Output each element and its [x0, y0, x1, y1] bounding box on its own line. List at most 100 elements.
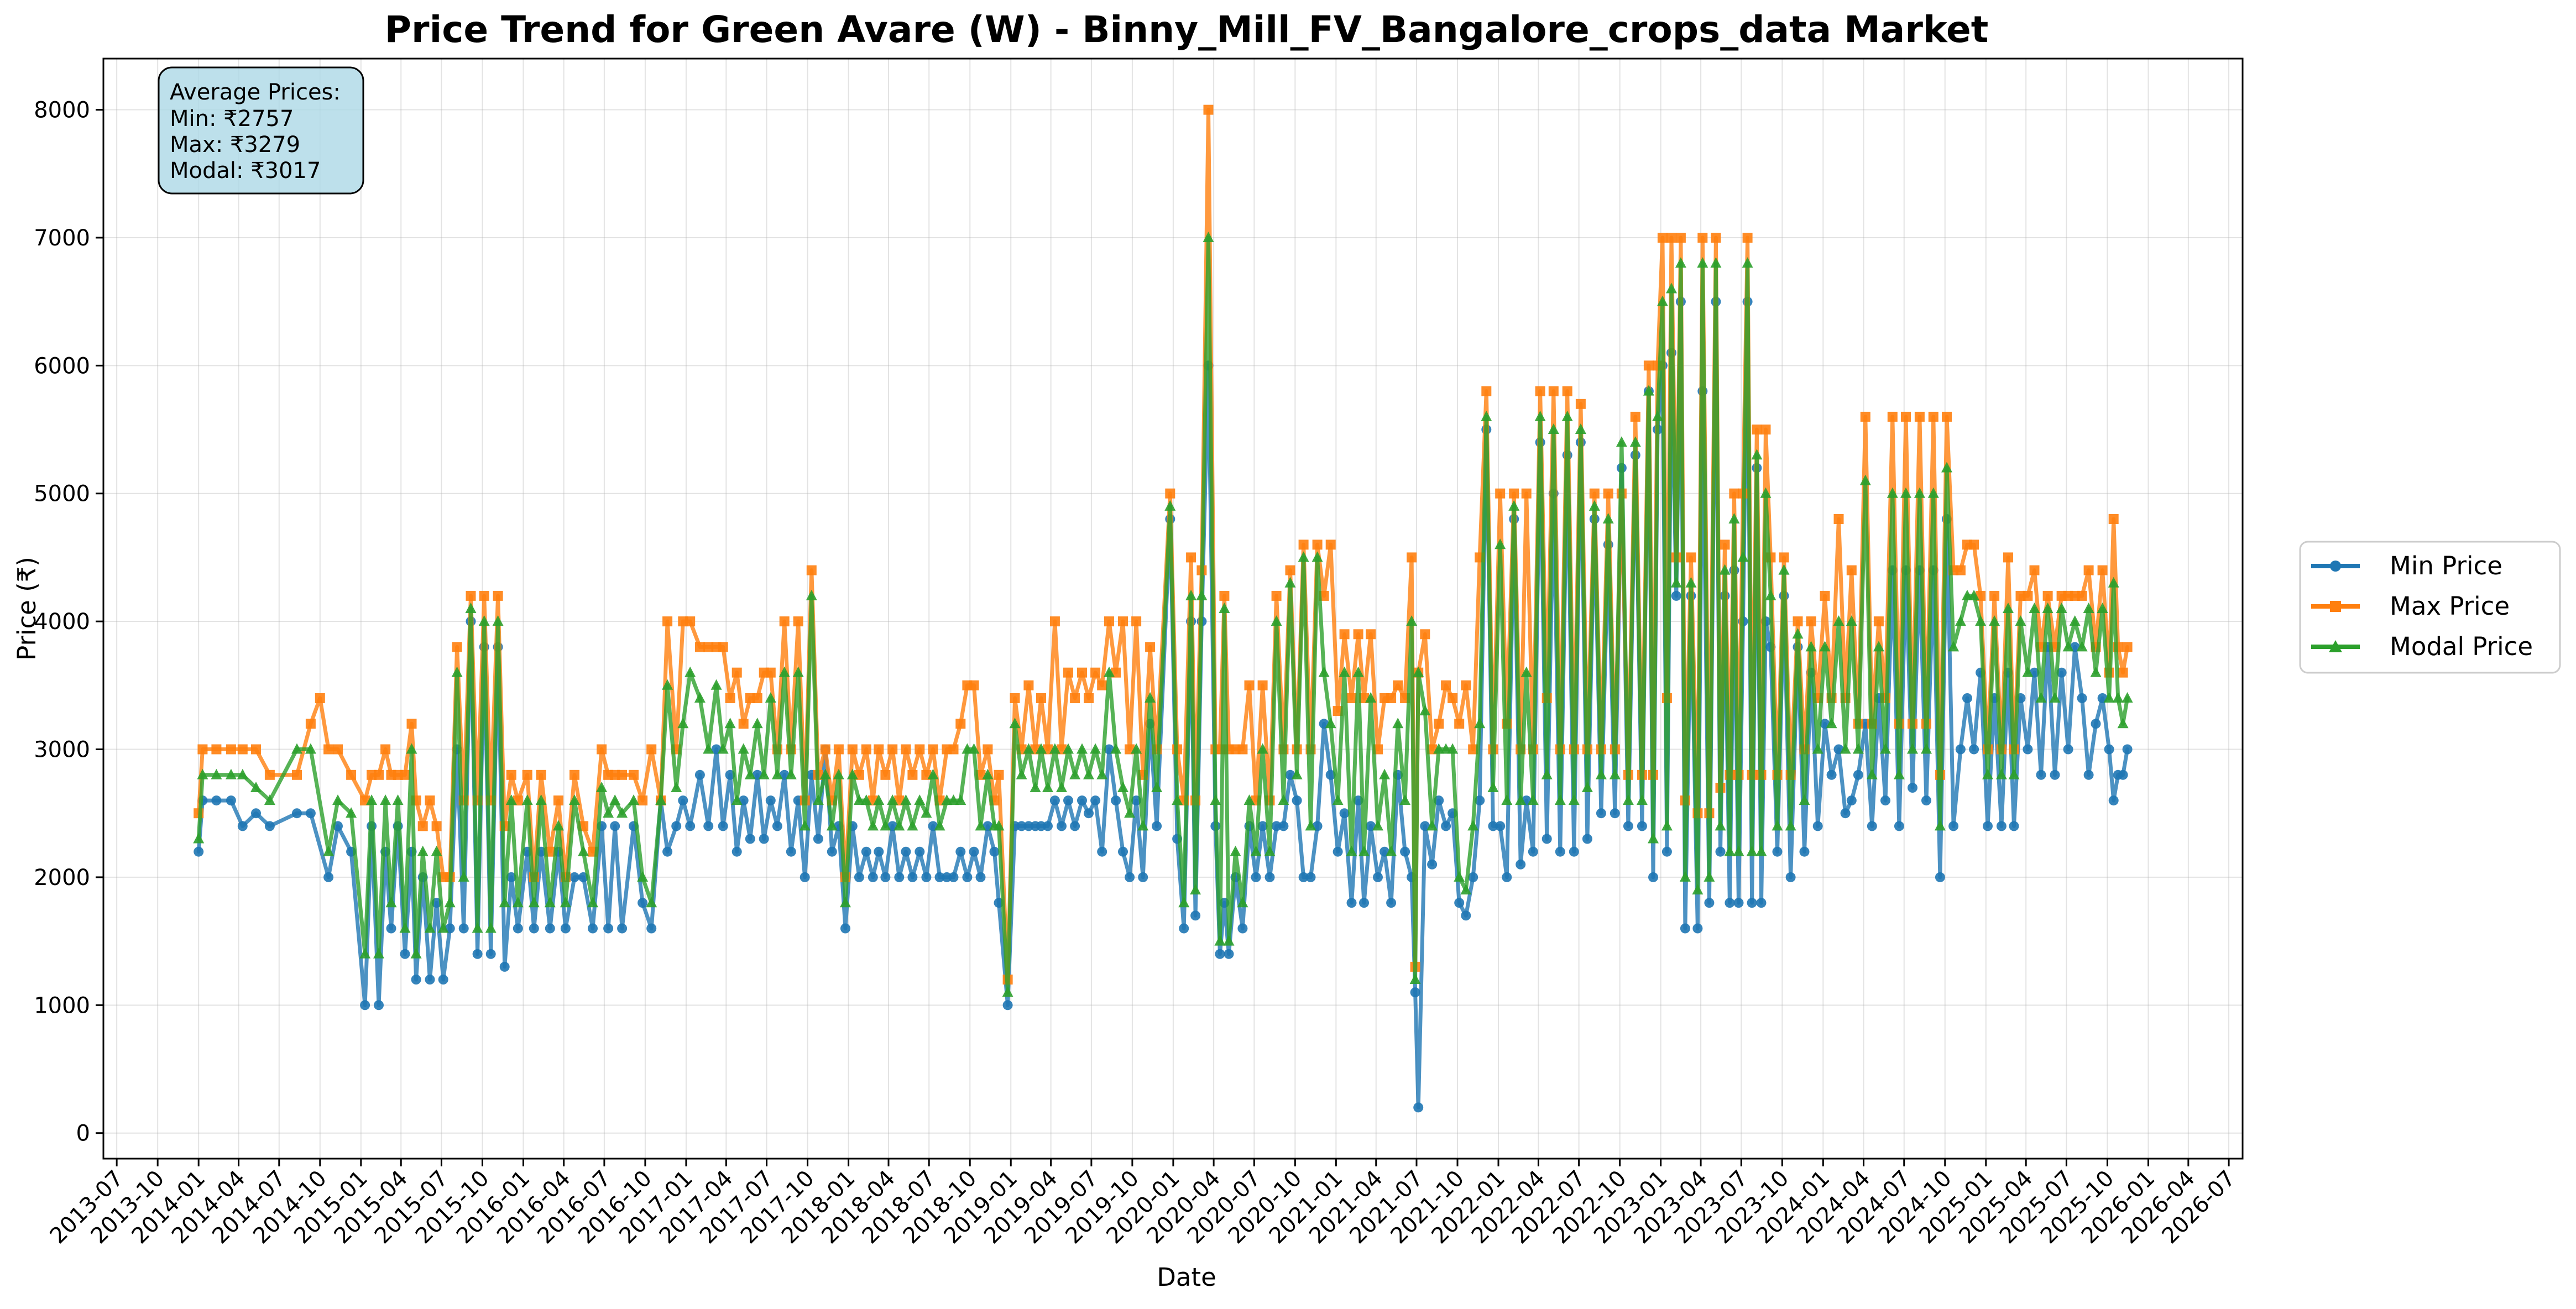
data-point-min	[211, 795, 222, 806]
data-point-min	[529, 923, 539, 934]
data-point-modal	[1840, 743, 1851, 754]
data-point-modal	[237, 768, 248, 779]
data-point-modal	[197, 768, 208, 779]
data-point-modal	[492, 615, 504, 626]
data-point-min	[2036, 769, 2046, 780]
data-point-modal	[410, 947, 422, 959]
data-point-modal	[1083, 768, 1094, 779]
data-point-min	[1704, 898, 1715, 908]
data-point-modal	[264, 794, 275, 805]
data-point-min	[1955, 744, 1966, 755]
data-point-modal	[1104, 666, 1115, 677]
data-point-max	[1097, 680, 1107, 690]
data-point-modal	[1755, 845, 1767, 856]
data-point-max	[629, 769, 639, 780]
data-point-min	[1125, 872, 1135, 882]
data-point-modal	[1657, 295, 1668, 306]
data-point-min	[569, 872, 579, 882]
data-point-max	[765, 667, 776, 678]
data-point-modal	[1257, 743, 1268, 754]
data-point-max	[1346, 693, 1357, 703]
data-point-max	[264, 769, 275, 780]
data-point-modal	[677, 718, 689, 729]
data-point-modal	[1358, 845, 1370, 856]
data-point-modal	[485, 922, 497, 933]
data-point-min	[1215, 949, 1225, 959]
data-point-min	[1224, 949, 1234, 959]
data-point-min	[1179, 923, 1189, 934]
data-point-min	[1555, 846, 1565, 857]
data-point-modal	[2112, 692, 2124, 703]
data-point-min	[1070, 821, 1080, 831]
data-point-min	[1292, 795, 1302, 806]
data-point-modal	[2042, 603, 2054, 613]
data-point-max	[1271, 590, 1282, 601]
data-point-max	[1686, 552, 1696, 563]
data-point-min	[2083, 769, 2094, 780]
data-point-min	[1948, 821, 1959, 831]
data-point-modal	[1460, 884, 1472, 895]
data-point-min	[1661, 846, 1672, 857]
data-point-min	[1772, 846, 1783, 857]
data-point-min	[603, 923, 614, 934]
data-point-modal	[812, 794, 824, 805]
data-point-modal	[880, 820, 891, 831]
data-point-max	[1203, 104, 1214, 115]
data-point-modal	[1386, 845, 1397, 856]
data-point-min	[2108, 795, 2119, 806]
data-point-min	[800, 872, 810, 882]
data-point-modal	[799, 820, 811, 831]
legend-frame	[2299, 541, 2561, 674]
data-point-modal	[1941, 462, 1952, 473]
legend-label-min: Min Price	[2390, 551, 2502, 580]
y-tick-label: 3000	[34, 737, 90, 763]
data-point-min	[975, 872, 986, 882]
data-point-modal	[694, 692, 706, 703]
data-point-modal	[1214, 935, 1226, 946]
data-point-max	[1454, 719, 1465, 729]
data-point-modal	[847, 768, 858, 779]
data-point-max	[638, 795, 648, 806]
data-point-modal	[1648, 832, 1659, 844]
y-tick-label: 4000	[34, 609, 90, 635]
data-point-modal	[2022, 666, 2034, 677]
data-point-max	[718, 642, 728, 652]
data-point-modal	[544, 897, 556, 908]
data-point-modal	[975, 820, 986, 831]
data-point-min	[1077, 795, 1087, 806]
data-point-max	[493, 590, 503, 601]
data-point-modal	[1305, 820, 1316, 831]
data-point-max	[1955, 565, 1966, 575]
data-point-max	[1049, 616, 1060, 627]
data-point-max	[1070, 693, 1080, 703]
data-point-min	[1637, 821, 1647, 831]
data-point-modal	[521, 794, 533, 805]
data-point-modal	[1921, 743, 1932, 754]
data-point-max	[1928, 411, 1938, 422]
data-point-max	[928, 744, 938, 755]
data-point-modal	[1685, 577, 1697, 588]
data-point-modal	[826, 820, 838, 831]
data-point-max	[1145, 642, 1156, 652]
data-point-min	[237, 821, 248, 831]
data-point-modal	[1989, 615, 2000, 626]
data-point-min	[685, 821, 696, 831]
average-prices-box-bg	[158, 66, 364, 195]
data-point-modal	[1785, 820, 1796, 831]
data-point-max	[833, 744, 844, 755]
data-point-min	[1278, 821, 1289, 831]
data-point-modal	[1481, 410, 1492, 421]
data-point-max	[1793, 616, 1803, 627]
data-point-max	[506, 769, 516, 780]
data-point-min	[545, 923, 555, 934]
data-point-max	[1643, 360, 1654, 371]
data-point-modal	[2117, 718, 2129, 729]
data-point-modal	[1318, 666, 1330, 677]
data-point-modal	[1190, 884, 1201, 895]
data-point-min	[472, 949, 483, 959]
data-point-modal	[553, 820, 564, 831]
data-point-modal	[1561, 410, 1573, 421]
data-point-modal	[840, 897, 851, 908]
data-point-min	[718, 821, 728, 831]
data-point-modal	[1230, 845, 1241, 856]
